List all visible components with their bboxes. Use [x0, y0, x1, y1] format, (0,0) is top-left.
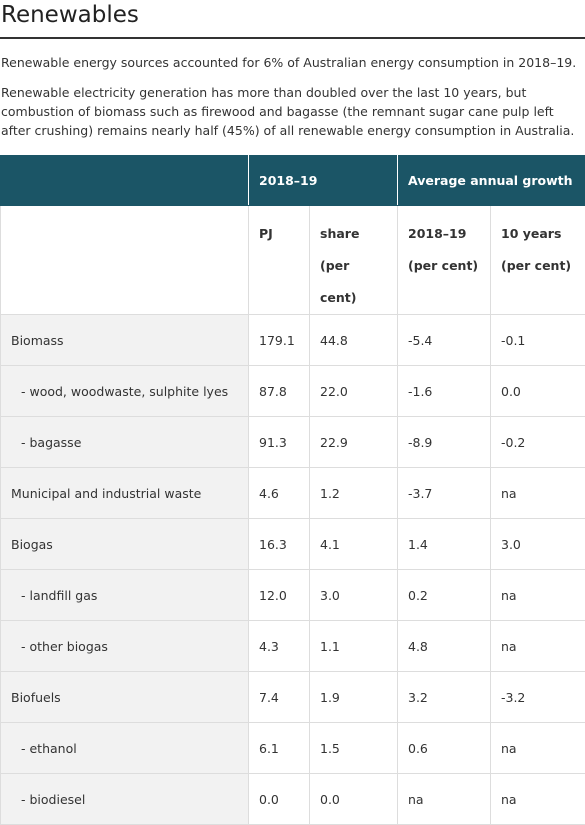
- cell: 6.1: [249, 723, 310, 774]
- cell: -3.2: [491, 672, 585, 723]
- cell: 0.0: [249, 774, 310, 825]
- cell: 1.9: [310, 672, 398, 723]
- cell: 179.1: [249, 315, 310, 366]
- cell: 22.0: [310, 366, 398, 417]
- cell: -8.9: [398, 417, 491, 468]
- cell: na: [491, 621, 585, 672]
- cell: 1.4: [398, 519, 491, 570]
- header-line: (per cent): [501, 250, 575, 282]
- cell: 1.2: [310, 468, 398, 519]
- cell: 0.2: [398, 570, 491, 621]
- cell: na: [491, 468, 585, 519]
- row-label: - other biogas: [1, 621, 249, 672]
- cell: -0.2: [491, 417, 585, 468]
- header-cell: 2018–19: [249, 156, 398, 206]
- cell: 91.3: [249, 417, 310, 468]
- cell: na: [398, 774, 491, 825]
- header-cell: Average annual growth: [398, 156, 585, 206]
- cell: 3.0: [310, 570, 398, 621]
- cell: 12.0: [249, 570, 310, 621]
- cell: na: [491, 774, 585, 825]
- header-cell: 10 years(per cent): [491, 206, 585, 315]
- cell: 87.8: [249, 366, 310, 417]
- cell: -1.6: [398, 366, 491, 417]
- row-label: - biodiesel: [1, 774, 249, 825]
- cell: 0.6: [398, 723, 491, 774]
- row-label: Biomass: [1, 315, 249, 366]
- cell: 7.4: [249, 672, 310, 723]
- cell: 4.8: [398, 621, 491, 672]
- header-line: (per cent): [320, 250, 387, 314]
- row-label: Municipal and industrial waste: [1, 468, 249, 519]
- header-line: (per cent): [408, 250, 480, 282]
- row-label: Biogas: [1, 519, 249, 570]
- cell: 4.1: [310, 519, 398, 570]
- cell: 1.1: [310, 621, 398, 672]
- cell: -3.7: [398, 468, 491, 519]
- header-line: 2018–19: [408, 218, 480, 250]
- header-cell: 2018–19(per cent): [398, 206, 491, 315]
- paragraph: Renewable electricity generation has mor…: [0, 83, 585, 140]
- cell: -5.4: [398, 315, 491, 366]
- cell: 1.5: [310, 723, 398, 774]
- page-title: Renewables: [0, 0, 585, 39]
- header-line: PJ: [259, 218, 299, 250]
- page: Renewables Renewable energy sources acco…: [0, 0, 585, 800]
- cell: 44.8: [310, 315, 398, 366]
- cell: 4.6: [249, 468, 310, 519]
- cell: 16.3: [249, 519, 310, 570]
- row-label: - ethanol: [1, 723, 249, 774]
- row-label: - wood, woodwaste, sulphite lyes: [1, 366, 249, 417]
- cell: 0.0: [491, 366, 585, 417]
- row-label: - bagasse: [1, 417, 249, 468]
- header-cell: PJ: [249, 206, 310, 315]
- header-cell: share(per cent): [310, 206, 398, 315]
- header-cell: [1, 206, 249, 315]
- cell: 22.9: [310, 417, 398, 468]
- row-label: Biofuels: [1, 672, 249, 723]
- header-cell: [1, 156, 249, 206]
- header-line: 10 years: [501, 218, 575, 250]
- cell: 3.0: [491, 519, 585, 570]
- cell: 4.3: [249, 621, 310, 672]
- cell: 0.0: [310, 774, 398, 825]
- row-label: - landfill gas: [1, 570, 249, 621]
- cell: na: [491, 723, 585, 774]
- header-row: 2018–19 Average annual growth: [1, 156, 585, 206]
- header-line: share: [320, 218, 387, 250]
- cell: na: [491, 570, 585, 621]
- cell: -0.1: [491, 315, 585, 366]
- cell: 3.2: [398, 672, 491, 723]
- paragraph: Renewable energy sources accounted for 6…: [0, 53, 585, 72]
